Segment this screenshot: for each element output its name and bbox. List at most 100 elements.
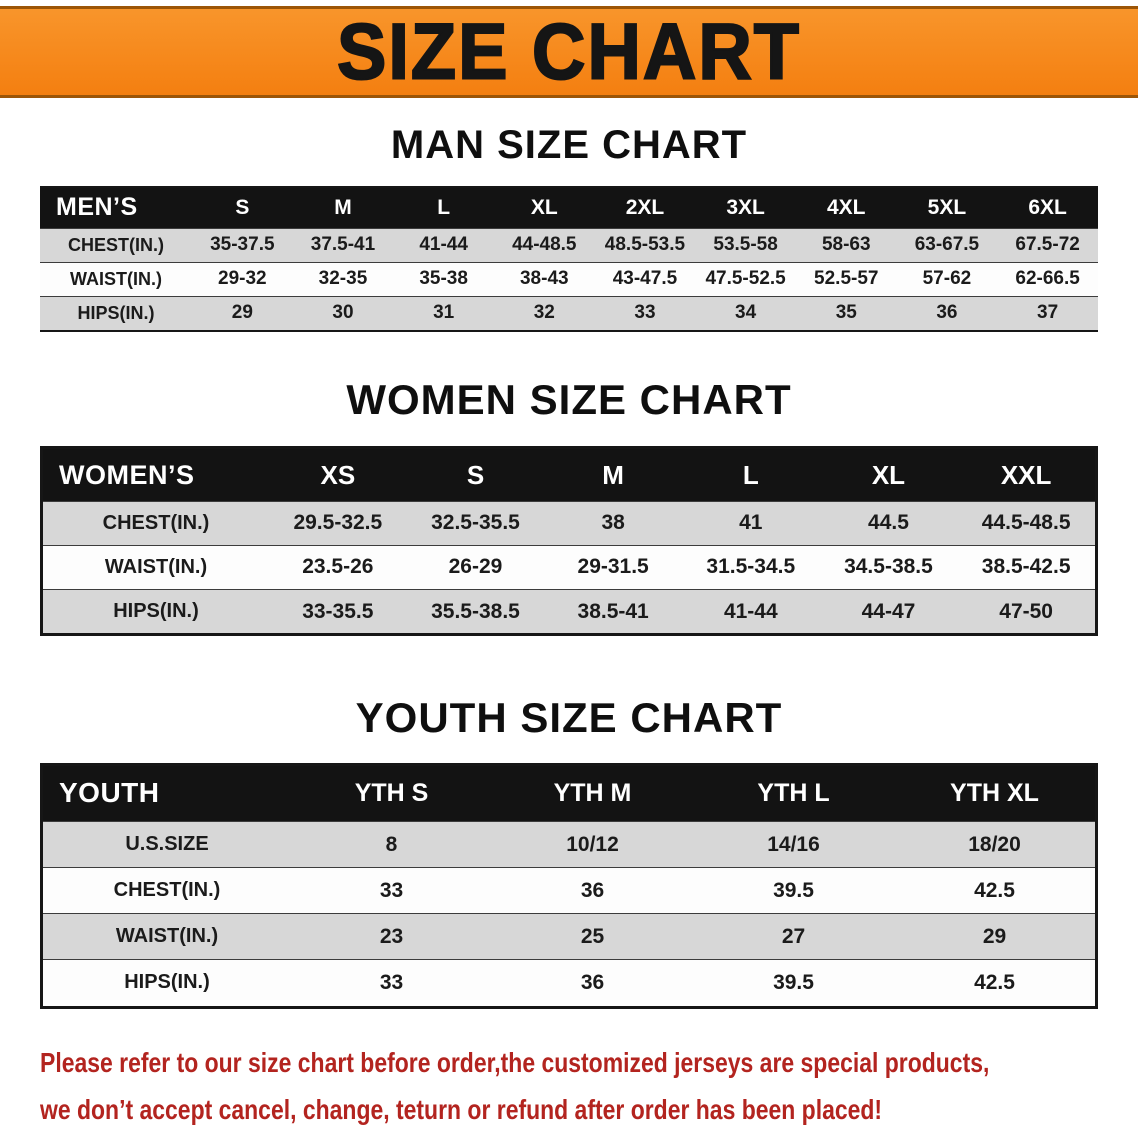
measurement-row: WAIST(IN.) 29-32 32-35 35-38 38-43 43-47.5 47.…	[40, 262, 1098, 296]
size-value-cell: 47-50	[999, 599, 1053, 623]
size-column-header: S	[466, 459, 485, 490]
size-value-cell: 31	[433, 302, 455, 324]
size-value-cell: 63-67.5	[914, 234, 980, 255]
size-column-header: YTH S	[354, 778, 429, 807]
measurement-row: CHEST(IN.) 35-37.5 37.5-41 41-44 44-48.5 48.5…	[40, 228, 1098, 262]
size-value-cell: 27	[781, 924, 806, 948]
size-value-cell: 57-62	[922, 268, 972, 289]
size-column-header: 4XL	[827, 195, 866, 219]
size-value-cell: 32-35	[318, 268, 368, 289]
women-size-table: WOMEN’S XS S M L XL XXL CHEST(IN.) 29.5-32.5 32.5…	[40, 446, 1098, 637]
size-value-cell: 44.5	[868, 511, 909, 535]
size-column-header: 5XL	[927, 195, 967, 219]
measurement-row: U.S.SIZE 8 10/12 14/16 18/20	[43, 821, 1095, 868]
size-value-cell: 10/12	[566, 832, 619, 856]
title-banner: SIZE CHART	[0, 6, 1138, 98]
size-value-cell: 31.5-34.5	[706, 555, 796, 579]
size-value-cell: 32.5-35.5	[431, 511, 520, 535]
measurement-row: HIPS(IN.) 33-35.5 35.5-38.5 38.5-41 41-44 44-…	[43, 589, 1095, 634]
measurement-row-label: WAIST(IN.)	[70, 268, 162, 289]
size-value-cell: 36	[580, 970, 605, 994]
size-value-cell: 25	[580, 924, 605, 948]
page-title: SIZE CHART	[336, 7, 801, 96]
size-column-header: M	[602, 459, 624, 490]
size-value-cell: 34	[735, 302, 757, 324]
size-value-cell: 44-48.5	[512, 234, 577, 255]
size-value-cell: 38	[601, 511, 625, 535]
size-value-cell: 67.5-72	[1015, 234, 1080, 255]
size-value-cell: 23	[379, 924, 404, 948]
youth-section-heading: YOUTH SIZE CHART	[355, 694, 783, 742]
measurement-row: HIPS(IN.) 29 30 31 32 33 34 35 36 37	[40, 296, 1098, 330]
measurement-row-label: HIPS(IN.)	[124, 971, 210, 994]
measurement-row: WAIST(IN.) 23 25 27 29	[43, 913, 1095, 960]
size-value-cell: 33-35.5	[302, 599, 374, 623]
size-value-cell: 41-44	[723, 599, 778, 623]
size-value-cell: 44.5-48.5	[981, 511, 1071, 535]
table-header-row: YOUTH YTH S YTH M YTH L YTH XL	[43, 765, 1095, 822]
size-column-header: L	[742, 459, 759, 490]
size-value-cell: 44-47	[861, 599, 916, 623]
size-value-cell: 53.5-58	[713, 234, 778, 255]
disclaimer-line-1: Please refer to our size chart before or…	[40, 1046, 990, 1078]
disclaimer-note: Please refer to our size chart before or…	[40, 1039, 1138, 1132]
measurement-row-label: CHEST(IN.)	[68, 234, 164, 255]
size-value-cell: 34.5-38.5	[844, 555, 933, 579]
measurement-row-label: CHEST(IN.)	[113, 879, 221, 902]
size-value-cell: 36	[580, 878, 605, 902]
measurement-row-label: WAIST(IN.)	[115, 925, 219, 948]
size-value-cell: 38.5-41	[577, 599, 649, 623]
size-column-header: XXL	[1000, 459, 1052, 490]
size-chart-sections: MAN SIZE CHART MEN’S S M L XL 2XL 3XL 4XL 5XL 6XL C…	[0, 122, 1138, 1009]
size-value-cell: 48.5-53.5	[604, 234, 686, 255]
size-value-cell: 42.5	[974, 878, 1015, 902]
women-section-heading: WOMEN SIZE CHART	[346, 376, 792, 423]
size-value-cell: 42.5	[974, 970, 1015, 994]
size-value-cell: 32	[533, 302, 555, 324]
measurement-row: HIPS(IN.) 33 36 39.5 42.5	[43, 959, 1095, 1006]
size-value-cell: 47.5-52.5	[705, 268, 786, 289]
size-value-cell: 26-29	[448, 555, 503, 579]
size-column-header: YTH XL	[950, 778, 1039, 807]
size-column-header: YTH L	[757, 778, 830, 807]
size-value-cell: 37.5-41	[310, 234, 376, 255]
size-value-cell: 41	[739, 511, 763, 535]
size-column-header: M	[334, 195, 352, 219]
size-column-header: S	[235, 195, 250, 219]
size-value-cell: 39.5	[773, 970, 814, 994]
size-column-header: XL	[530, 195, 558, 219]
size-value-cell: 38-43	[519, 268, 569, 289]
size-value-cell: 35-37.5	[210, 234, 275, 255]
size-value-cell: 33	[634, 302, 656, 324]
size-column-header: YTH M	[553, 778, 632, 807]
youth-size-table: YOUTH YTH S YTH M YTH L YTH XL U.S.SIZE 8 10/12…	[40, 762, 1098, 1009]
size-value-cell: 58-63	[821, 234, 871, 255]
size-value-cell: 29	[982, 924, 1007, 948]
size-value-cell: 36	[936, 302, 958, 324]
measurement-row: CHEST(IN.) 33 36 39.5 42.5	[43, 867, 1095, 914]
measurement-row-label: U.S.SIZE	[125, 833, 209, 856]
size-column-header: 6XL	[1028, 195, 1067, 219]
measurement-row-label: WAIST(IN.)	[104, 555, 208, 578]
size-value-cell: 35-38	[419, 268, 468, 289]
table-group-label: YOUTH	[59, 777, 160, 809]
women-size-section: WOMEN SIZE CHART WOMEN’S XS S M L XL XXL CHEST(I…	[0, 376, 1138, 637]
size-value-cell: 37	[1037, 302, 1059, 324]
size-value-cell: 38.5-42.5	[981, 555, 1071, 579]
men-section-heading: MAN SIZE CHART	[390, 123, 748, 167]
men-size-table: MEN’S S M L XL 2XL 3XL 4XL 5XL 6XL CHEST(IN.) 35-37…	[40, 186, 1098, 332]
size-value-cell: 29-32	[218, 268, 267, 289]
size-value-cell: 62-66.5	[1015, 268, 1080, 289]
size-value-cell: 35	[835, 302, 857, 324]
table-header-row: MEN’S S M L XL 2XL 3XL 4XL 5XL 6XL	[40, 188, 1098, 228]
measurement-row: CHEST(IN.) 29.5-32.5 32.5-35.5 38 41 44.5 44.5…	[43, 501, 1095, 546]
size-value-cell: 41-44	[419, 234, 468, 255]
size-value-cell: 18/20	[968, 832, 1021, 856]
size-column-header: XL	[871, 459, 906, 490]
size-value-cell: 43-47.5	[612, 268, 678, 289]
size-value-cell: 29-31.5	[577, 555, 649, 579]
size-value-cell: 8	[385, 832, 398, 856]
size-value-cell: 35.5-38.5	[431, 599, 520, 623]
size-value-cell: 29	[231, 302, 253, 324]
